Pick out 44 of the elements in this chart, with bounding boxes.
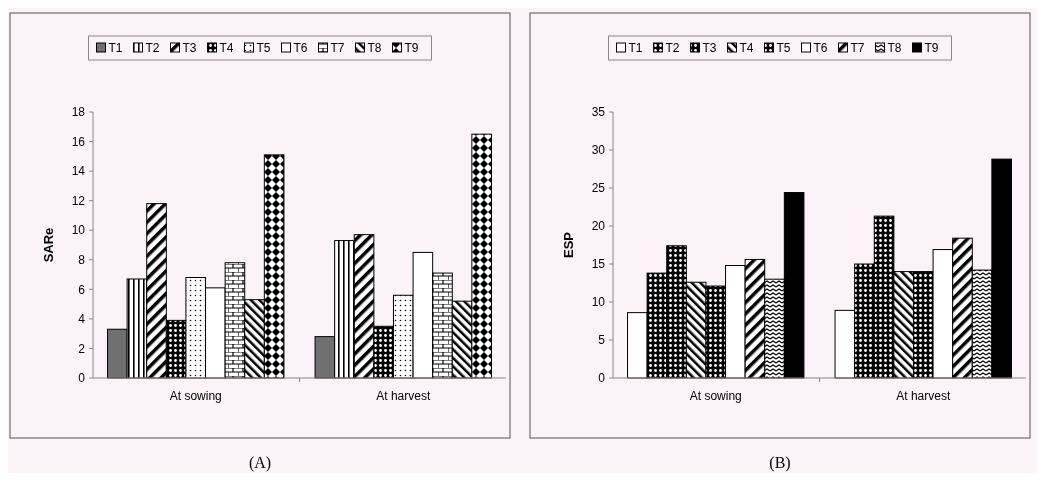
legend-label: T9 bbox=[924, 41, 939, 56]
y-tick-label: 12 bbox=[71, 193, 86, 208]
legend-label: T2 bbox=[145, 41, 160, 56]
text: (B) bbox=[769, 454, 791, 472]
legend-label: T8 bbox=[367, 41, 382, 56]
legend-label: T4 bbox=[219, 41, 234, 56]
legend-label: T5 bbox=[776, 41, 791, 56]
legend-label: T5 bbox=[256, 41, 271, 56]
y-tick-label: 20 bbox=[591, 219, 606, 234]
x-tick-label: At harvest bbox=[896, 389, 951, 403]
y-tick-label: 14 bbox=[71, 164, 86, 179]
y-tick-label: 5 bbox=[598, 333, 606, 348]
y-tick-label: 18 bbox=[71, 105, 86, 120]
y-tick-label: 8 bbox=[78, 252, 86, 267]
y-tick-label: 25 bbox=[591, 181, 606, 196]
x-tick-label: At sowing bbox=[169, 389, 222, 403]
legend-label: T9 bbox=[404, 41, 419, 56]
legend-label: T3 bbox=[182, 41, 197, 56]
text: (A) bbox=[248, 454, 272, 472]
legend-label: T4 bbox=[739, 41, 754, 56]
legend-label: T7 bbox=[330, 41, 345, 56]
y-axis-title: ESP bbox=[561, 231, 576, 259]
legend-label: T1 bbox=[628, 41, 643, 56]
y-tick-label: 6 bbox=[78, 282, 86, 297]
legend-label: T3 bbox=[702, 41, 717, 56]
y-tick-label: 0 bbox=[598, 371, 606, 386]
legend-label: T6 bbox=[813, 41, 828, 56]
y-tick-label: 2 bbox=[78, 341, 86, 356]
x-tick-label: At sowing bbox=[689, 389, 742, 403]
y-tick-label: 10 bbox=[591, 295, 606, 310]
legend-label: T2 bbox=[665, 41, 680, 56]
y-tick-label: 4 bbox=[78, 312, 86, 327]
x-tick-label: At harvest bbox=[376, 389, 431, 403]
legend-label: T8 bbox=[887, 41, 902, 56]
y-tick-label: 0 bbox=[78, 371, 86, 386]
y-tick-label: 10 bbox=[71, 223, 86, 238]
y-tick-label: 16 bbox=[71, 134, 86, 149]
y-tick-label: 15 bbox=[591, 257, 606, 272]
legend-label: T6 bbox=[293, 41, 308, 56]
y-tick-label: 35 bbox=[591, 105, 606, 120]
y-tick-label: 30 bbox=[591, 143, 606, 158]
legend-label: T1 bbox=[108, 41, 123, 56]
y-axis-title: SARe bbox=[41, 227, 56, 263]
legend-label: T7 bbox=[850, 41, 865, 56]
